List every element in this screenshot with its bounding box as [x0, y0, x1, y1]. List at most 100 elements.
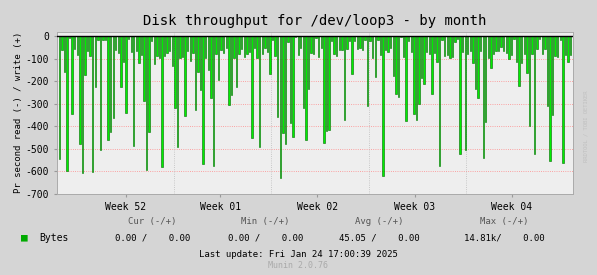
- Bar: [537, 36, 538, 49]
- Bar: [249, 36, 250, 52]
- Bar: [493, 36, 494, 54]
- Bar: [202, 36, 204, 164]
- Text: Max (-/+): Max (-/+): [480, 217, 529, 226]
- Bar: [372, 36, 374, 58]
- Bar: [370, 36, 371, 41]
- Bar: [544, 36, 546, 49]
- Bar: [143, 36, 144, 101]
- Bar: [331, 36, 333, 41]
- Bar: [423, 36, 425, 84]
- Bar: [359, 36, 361, 48]
- Bar: [151, 36, 152, 41]
- Bar: [94, 36, 96, 87]
- Bar: [230, 36, 232, 95]
- Bar: [421, 36, 422, 78]
- Bar: [261, 36, 263, 54]
- Bar: [467, 36, 469, 54]
- Bar: [318, 36, 319, 57]
- Bar: [146, 36, 147, 170]
- Bar: [92, 36, 93, 172]
- Bar: [323, 36, 325, 143]
- Bar: [387, 36, 389, 52]
- Bar: [267, 36, 268, 52]
- Bar: [480, 36, 481, 51]
- Text: Avg (-/+): Avg (-/+): [355, 217, 404, 226]
- Bar: [449, 36, 451, 58]
- Bar: [303, 36, 304, 108]
- Bar: [72, 36, 73, 114]
- Bar: [195, 36, 196, 110]
- Bar: [179, 36, 181, 58]
- Bar: [496, 36, 497, 51]
- Bar: [411, 36, 412, 52]
- Bar: [167, 36, 168, 53]
- Bar: [534, 36, 536, 154]
- Bar: [139, 36, 140, 63]
- Bar: [300, 36, 301, 48]
- Bar: [105, 36, 106, 40]
- Text: Bytes: Bytes: [39, 233, 68, 243]
- Bar: [516, 36, 518, 62]
- Bar: [272, 36, 273, 40]
- Bar: [416, 36, 417, 120]
- Text: 0.00 /    0.00: 0.00 / 0.00: [115, 233, 190, 242]
- Bar: [354, 36, 355, 41]
- Bar: [464, 36, 466, 150]
- Bar: [503, 36, 504, 51]
- Bar: [192, 36, 193, 53]
- Bar: [161, 36, 163, 167]
- Title: Disk throughput for /dev/loop3 - by month: Disk throughput for /dev/loop3 - by mont…: [143, 14, 487, 28]
- Bar: [328, 36, 330, 130]
- Bar: [228, 36, 230, 105]
- Bar: [308, 36, 309, 89]
- Bar: [452, 36, 453, 57]
- Bar: [251, 36, 253, 138]
- Bar: [256, 36, 258, 58]
- Bar: [223, 36, 224, 53]
- Bar: [112, 36, 114, 118]
- Text: Last update: Fri Jan 24 17:00:39 2025: Last update: Fri Jan 24 17:00:39 2025: [199, 250, 398, 259]
- Bar: [290, 36, 291, 123]
- Bar: [82, 36, 83, 173]
- Bar: [441, 36, 443, 40]
- Bar: [264, 36, 266, 48]
- Bar: [159, 36, 160, 58]
- Bar: [418, 36, 420, 104]
- Bar: [457, 36, 458, 39]
- Bar: [115, 36, 116, 50]
- Bar: [429, 36, 430, 54]
- Bar: [482, 36, 484, 158]
- Bar: [187, 36, 189, 51]
- Bar: [149, 36, 150, 132]
- Bar: [200, 36, 201, 90]
- Bar: [177, 36, 178, 147]
- Bar: [513, 36, 515, 39]
- Bar: [490, 36, 491, 68]
- Bar: [570, 36, 571, 54]
- Bar: [321, 36, 322, 48]
- Bar: [213, 36, 214, 166]
- Bar: [315, 36, 317, 38]
- Bar: [439, 36, 440, 166]
- Bar: [136, 36, 137, 51]
- Bar: [472, 36, 473, 63]
- Bar: [244, 36, 245, 57]
- Bar: [413, 36, 414, 114]
- Text: Min (-/+): Min (-/+): [241, 217, 290, 226]
- Bar: [367, 36, 368, 106]
- Bar: [567, 36, 569, 62]
- Bar: [282, 36, 284, 133]
- Bar: [400, 36, 402, 37]
- Bar: [66, 36, 67, 171]
- Bar: [341, 36, 343, 50]
- Bar: [120, 36, 122, 87]
- Bar: [236, 36, 237, 87]
- Bar: [269, 36, 270, 74]
- Bar: [562, 36, 564, 163]
- Bar: [334, 36, 335, 54]
- Bar: [313, 36, 315, 54]
- Bar: [182, 36, 183, 57]
- Bar: [310, 36, 312, 53]
- Bar: [259, 36, 260, 147]
- Bar: [277, 36, 278, 117]
